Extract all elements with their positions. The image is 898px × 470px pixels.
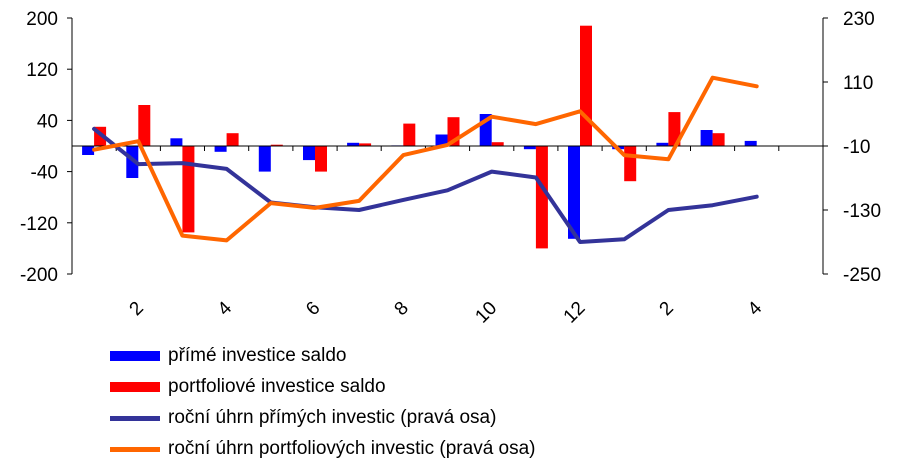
right-tick-label: 230 [843, 9, 875, 30]
direct-bar-7 [347, 142, 360, 146]
right-tick-label: 110 [843, 73, 873, 94]
direct-bar-16 [744, 140, 757, 146]
x-tick-label: 4 [214, 297, 237, 320]
legend-label: roční úhrn přímých investic (pravá osa) [168, 407, 497, 428]
portfolio-bar-2 [138, 105, 151, 146]
portfolio-bar-13 [624, 146, 637, 182]
direct-bar-14 [656, 142, 669, 146]
x-tick-label: 6 [302, 298, 324, 320]
direct-bar-9 [435, 134, 448, 146]
axes-layer [67, 17, 828, 275]
right-tick-label: -130 [843, 201, 881, 222]
portfolio-bar-3 [182, 146, 195, 233]
x-tick-label: 8 [391, 298, 413, 320]
direct-annual-line [92, 126, 759, 244]
direct-bar-4 [214, 146, 227, 152]
legend-bar-swatch [110, 350, 160, 361]
portfolio-bar-14 [668, 112, 681, 146]
legend-line-swatch [110, 446, 160, 452]
left-tick-label: -120 [20, 214, 58, 235]
portfolio-bar-11 [535, 146, 548, 249]
x-tick-label: 4 [744, 297, 767, 320]
legend-line-swatch [110, 415, 160, 421]
left-tick-label: 200 [26, 9, 58, 30]
left-tick-label: 120 [26, 60, 58, 81]
direct-bar-12 [568, 146, 580, 239]
x-tick-label: 2 [126, 298, 148, 320]
direct-bar-6 [303, 146, 315, 161]
chart: 200 120 40 -40 -120 -200 230 110 -10 -130 -250 2 4 6 8… [20, 9, 881, 328]
direct-bar-1 [82, 146, 95, 155]
direct-bar-15 [700, 130, 713, 146]
x-tick-label: 12 [560, 298, 590, 328]
bars-layer [82, 25, 757, 249]
legend-bar-swatch [110, 381, 160, 392]
x-tick-label: 10 [471, 298, 501, 328]
legend-label: přímé investice saldo [168, 345, 347, 366]
right-tick-label: -10 [843, 137, 870, 158]
direct-bar-11 [523, 146, 536, 150]
portfolio-bar-6 [315, 146, 327, 172]
lines-layer [92, 75, 759, 244]
left-tick-label: -200 [20, 265, 58, 286]
direct-bar-5 [258, 146, 271, 172]
portfolio-bar-10 [491, 142, 504, 146]
legend-label: roční úhrn portfoliových investic (pravá… [168, 438, 536, 459]
portfolio-bar-7 [359, 143, 372, 146]
left-tick-label: 40 [37, 111, 58, 132]
portfolio-bar-8 [403, 123, 416, 146]
portfolio-bar-4 [226, 133, 239, 146]
portfolio-bar-12 [580, 25, 592, 147]
legend-label: portfoliové investice saldo [168, 376, 386, 397]
left-tick-label: -40 [31, 163, 58, 184]
right-tick-label: -250 [843, 265, 881, 286]
portfolio-bar-5 [270, 144, 283, 146]
portfolio-annual-line [92, 75, 759, 243]
direct-bar-3 [170, 138, 183, 146]
direct-bar-2 [126, 146, 139, 178]
x-tick-label: 2 [656, 298, 678, 320]
portfolio-bar-15 [712, 133, 725, 146]
